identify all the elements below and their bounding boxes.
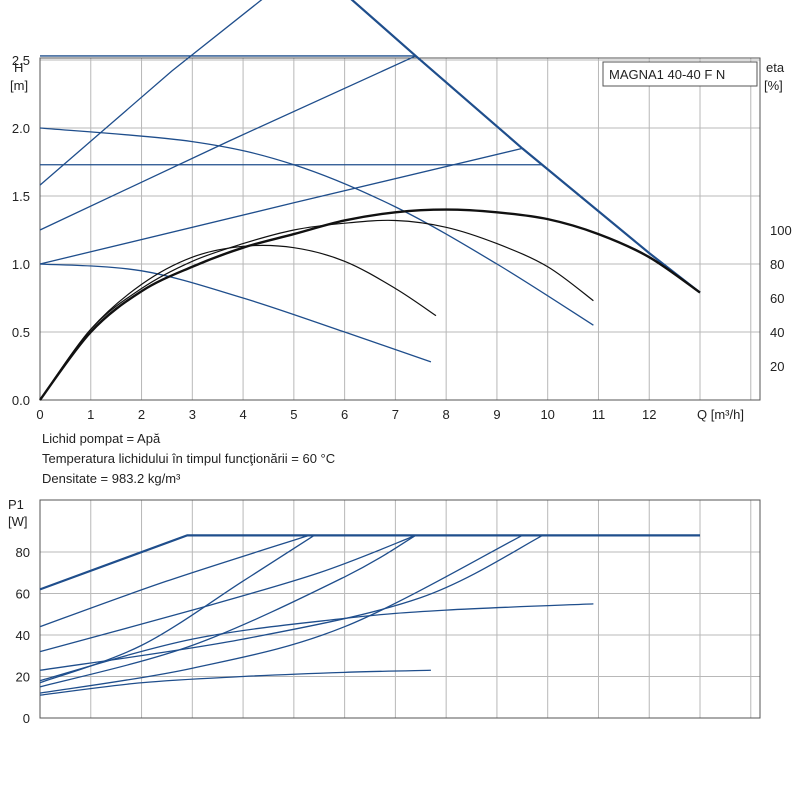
curve-proportional-pressure-2 [39, 55, 416, 231]
p1-tick-label: 20 [16, 670, 30, 685]
x-tick-label: 7 [392, 407, 399, 422]
eta-tick-label: 80 [770, 257, 784, 272]
h-axis-label: H [14, 60, 23, 75]
curve-p1-mid-speed [39, 603, 594, 682]
x-tick-label: 8 [443, 407, 450, 422]
head-chart-x-ticks: 0 1 2 3 4 5 6 7 8 9 10 11 12 [36, 407, 656, 422]
curve-efficiency-max [39, 208, 701, 401]
eta-tick-label: 100 [770, 223, 792, 238]
h-tick-label: 0.0 [12, 393, 30, 408]
head-chart-curves [39, 0, 701, 401]
x-tick-label: 4 [239, 407, 246, 422]
curve-p1-cp-1-73 [39, 534, 543, 671]
x-tick-label: 9 [493, 407, 500, 422]
h-tick-label: 1.5 [12, 189, 30, 204]
head-chart-frame [39, 57, 761, 401]
eta-axis-label: eta [766, 60, 785, 75]
eta-y-ticks: 20 40 60 80 100 [770, 223, 792, 374]
curve-mid-speed-curve [39, 127, 594, 326]
h-tick-label: 2.5 [12, 53, 30, 68]
power-chart-curves [39, 534, 701, 696]
x-tick-label: 12 [642, 407, 656, 422]
eta-axis-unit: [%] [764, 78, 783, 93]
info-pumped-liquid: Lichid pompat = Apă [42, 431, 161, 446]
eta-tick-label: 20 [770, 359, 784, 374]
curve-max-curve [350, 0, 701, 294]
p1-tick-label: 0 [23, 711, 30, 726]
head-chart-y-ticks: 0.00.51.01.52.02.53.03.54.0 [12, 53, 30, 408]
curve-p1-max [39, 534, 701, 591]
power-chart-y-ticks: 0 20 40 60 80 [16, 545, 30, 726]
curve-p1-pp-3 [39, 534, 523, 694]
curve-p1-min-speed [39, 669, 431, 696]
power-chart-frame [39, 499, 761, 719]
x-tick-label: 3 [189, 407, 196, 422]
q-axis-label: Q [m³/h] [697, 407, 744, 422]
curve-min-speed-curve [39, 263, 432, 363]
curve-proportional-pressure-1 [39, 0, 263, 186]
info-liquid-temperature: Temperatura lichidului în timpul funcţio… [42, 451, 335, 466]
power-chart-grid [40, 500, 760, 718]
x-tick-label: 11 [592, 407, 606, 422]
x-tick-label: 1 [87, 407, 94, 422]
curve-p1-cp-2-53 [39, 534, 416, 653]
x-tick-label: 10 [540, 407, 554, 422]
p1-axis-unit: [W] [8, 514, 28, 529]
eta-tick-label: 60 [770, 291, 784, 306]
h-tick-label: 2.0 [12, 121, 30, 136]
curve-p1-pp-2 [39, 534, 417, 688]
curve-p1-pp-1 [39, 534, 315, 684]
curve-proportional-pressure-3 [39, 147, 523, 265]
eta-tick-label: 40 [770, 325, 784, 340]
info-density: Densitate = 983.2 kg/m³ [42, 471, 181, 486]
curve-efficiency-mid [39, 219, 594, 401]
x-tick-label: 6 [341, 407, 348, 422]
head-chart-grid [40, 58, 760, 400]
curve-p1-cp-3-22 [39, 534, 310, 628]
x-tick-label: 2 [138, 407, 145, 422]
p1-axis-label: P1 [8, 497, 24, 512]
p1-tick-label: 80 [16, 545, 30, 560]
x-tick-label: 0 [36, 407, 43, 422]
model-label-box [602, 61, 758, 87]
x-tick-label: 5 [290, 407, 297, 422]
h-tick-label: 1.0 [12, 257, 30, 272]
model-label: MAGNA1 40-40 F N [609, 67, 725, 82]
h-axis-unit: [m] [10, 78, 28, 93]
h-tick-label: 0.5 [12, 325, 30, 340]
p1-tick-label: 40 [16, 628, 30, 643]
p1-tick-label: 60 [16, 587, 30, 602]
